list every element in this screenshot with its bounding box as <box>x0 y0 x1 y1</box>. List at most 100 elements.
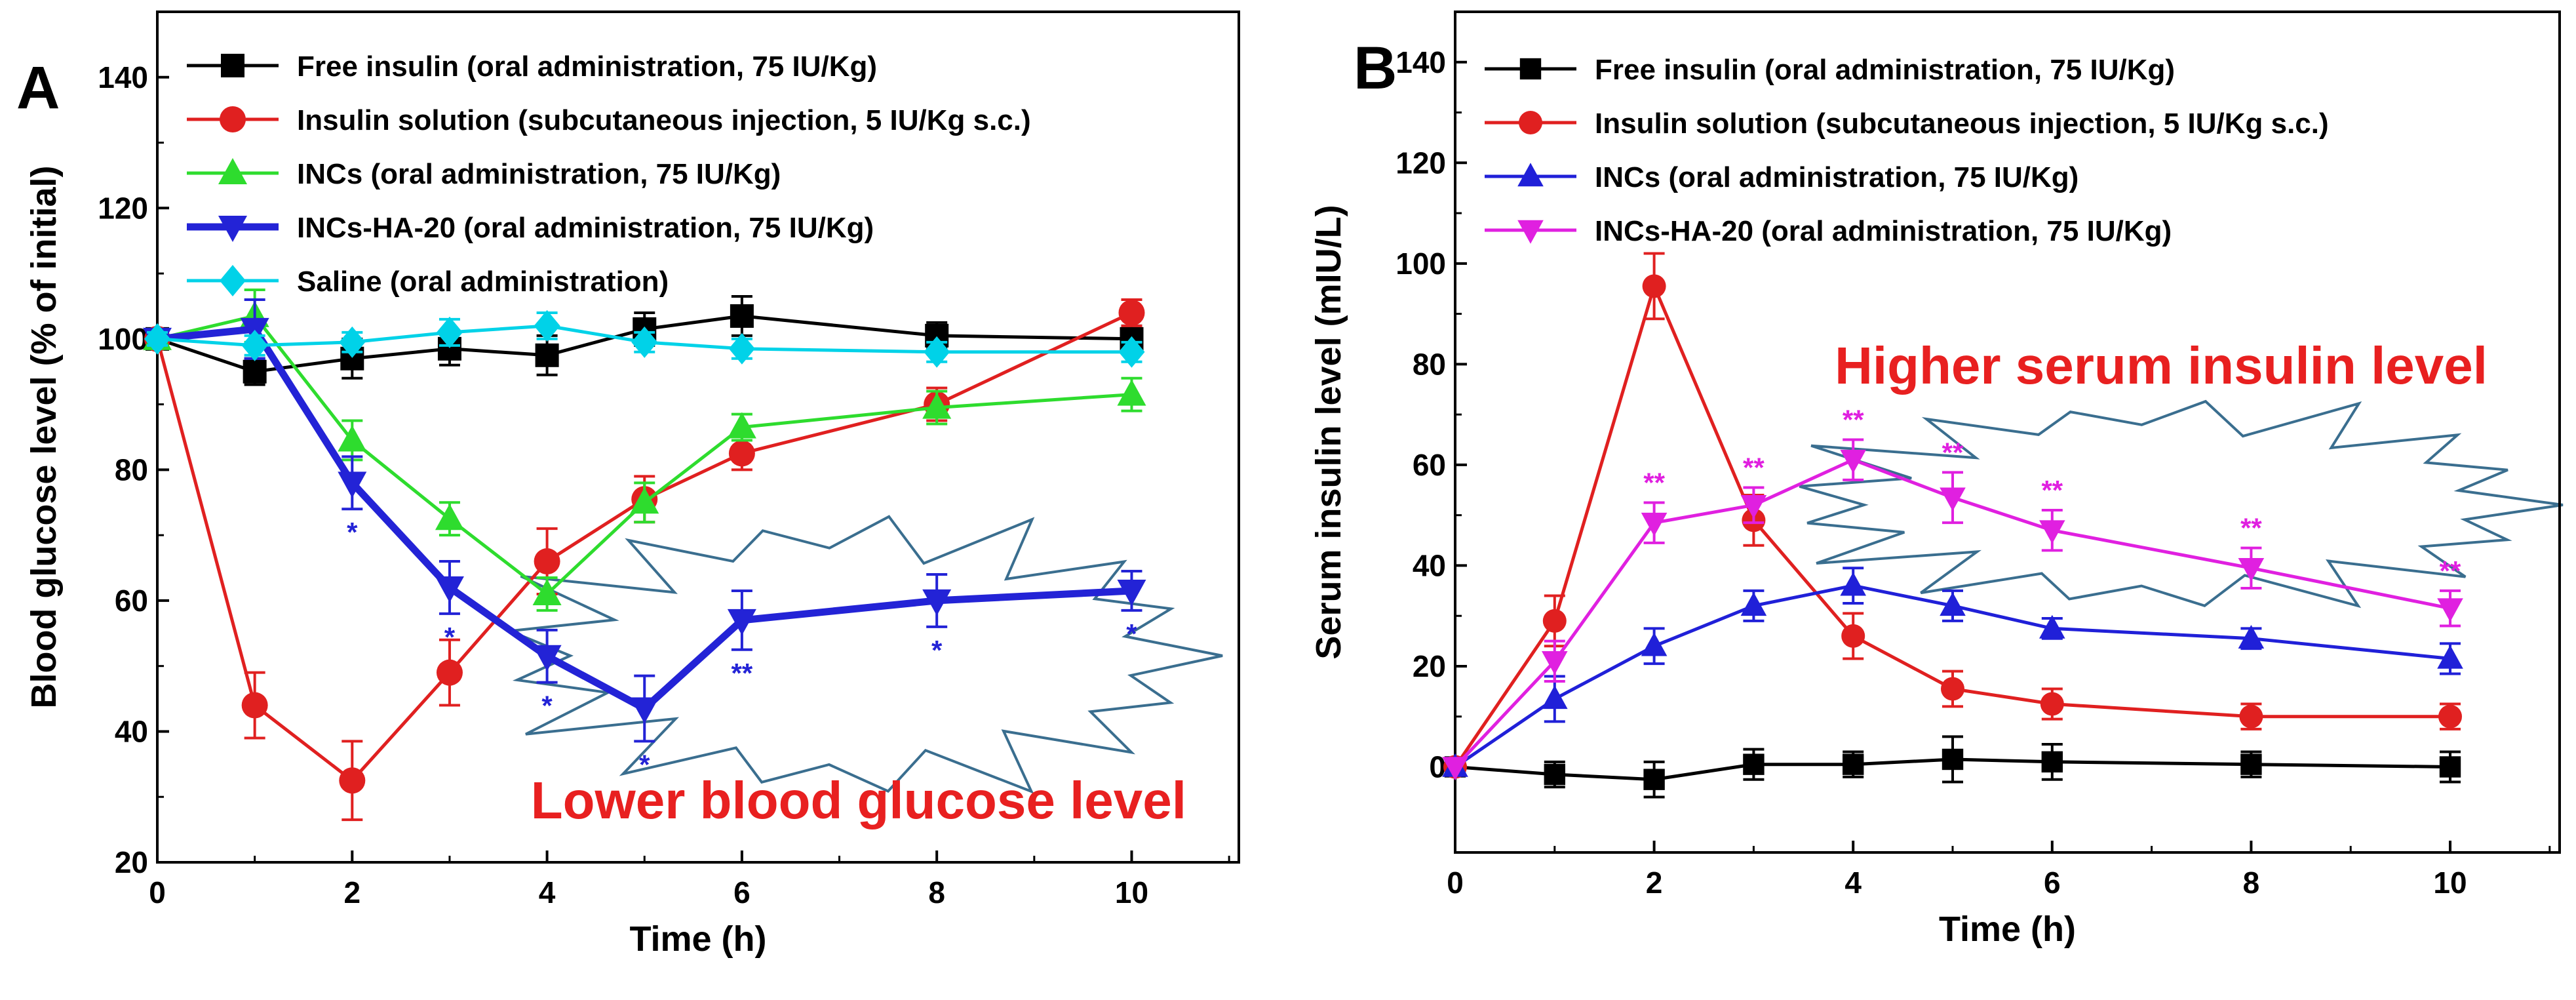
starburst-shape <box>509 515 1223 794</box>
y-tick-label: 0 <box>1429 750 1446 784</box>
data-point <box>534 548 560 575</box>
x-tick-label: 10 <box>1115 875 1148 910</box>
data-point <box>1641 512 1668 536</box>
significance-mark: ** <box>2041 475 2063 506</box>
data-point <box>1840 572 1867 596</box>
data-point <box>1542 685 1568 710</box>
series-2 <box>1443 252 2463 779</box>
legend-marker <box>221 54 244 77</box>
legend-entry: Saline (oral administration) <box>297 266 669 298</box>
x-tick-label: 8 <box>928 875 945 910</box>
y-tick-label: 60 <box>115 584 148 618</box>
data-point <box>241 329 268 361</box>
y-tick-label: 100 <box>1395 247 1446 281</box>
data-point <box>631 326 658 358</box>
significance-mark: ** <box>1942 437 1964 468</box>
x-tick-label: 10 <box>2433 866 2467 900</box>
data-point <box>435 576 464 603</box>
data-point <box>2041 751 2063 773</box>
panel-label: B <box>1354 35 1397 102</box>
legend-entry: INCs-HA-20 (oral administration, 75 IU/K… <box>1595 215 2172 247</box>
data-point <box>1740 592 1767 616</box>
data-point <box>1940 487 1966 511</box>
data-point <box>338 471 367 498</box>
x-tick-label: 0 <box>149 875 166 910</box>
data-point <box>339 767 366 794</box>
significance-mark: * <box>347 517 358 548</box>
data-point <box>728 440 755 467</box>
series-3 <box>1442 567 2463 777</box>
legend-marker <box>1517 220 1544 244</box>
y-tick-label: 60 <box>1413 448 1446 482</box>
y-tick-label: 80 <box>115 452 148 487</box>
starburst-shape <box>1799 399 2564 609</box>
legend-marker <box>1517 163 1544 187</box>
significance-mark: * <box>931 635 943 666</box>
data-point <box>1118 299 1145 326</box>
data-point <box>532 578 562 605</box>
data-point <box>338 425 367 452</box>
data-point <box>1643 769 1665 790</box>
x-tick-label: 8 <box>2243 866 2260 900</box>
y-axis-label: Serum insulin level (mIU/L) <box>1309 205 1348 659</box>
legend-entry: Insulin solution (subcutaneous injection… <box>1595 108 2329 140</box>
legend-marker <box>218 158 247 184</box>
data-point <box>1843 753 1864 775</box>
y-tick-label: 40 <box>1413 548 1446 582</box>
data-point <box>728 332 755 365</box>
data-point <box>1544 763 1566 786</box>
legend-entry: INCs (oral administration, 75 IU/Kg) <box>1595 161 2078 193</box>
data-point <box>1942 748 1964 770</box>
data-point <box>1118 336 1145 368</box>
legend-marker <box>218 216 247 242</box>
legend-entry: INCs (oral administration, 75 IU/Kg) <box>297 158 781 190</box>
data-point <box>241 692 268 719</box>
data-point <box>2437 645 2463 669</box>
data-point <box>2240 753 2262 775</box>
series-4: ******** <box>143 298 1146 780</box>
legend: Free insulin (oral administration, 75 IU… <box>1485 54 2329 247</box>
significance-mark: * <box>639 749 650 780</box>
x-axis-label: Time (h) <box>629 919 766 959</box>
x-tick-label: 6 <box>2044 866 2061 900</box>
legend-entry: Free insulin (oral administration, 75 IU… <box>1595 54 2175 86</box>
data-point <box>2439 756 2461 778</box>
y-tick-label: 100 <box>98 322 148 356</box>
data-point <box>730 304 754 328</box>
data-point <box>924 336 950 368</box>
legend-entry: Free insulin (oral administration, 75 IU… <box>297 50 877 83</box>
data-point <box>727 609 756 635</box>
data-point <box>630 697 659 724</box>
legend: Free insulin (oral administration, 75 IU… <box>187 50 1031 298</box>
data-point <box>535 343 559 367</box>
legend-entry: INCs-HA-20 (oral administration, 75 IU/K… <box>297 212 874 244</box>
significance-mark: * <box>541 690 553 721</box>
y-tick-label: 140 <box>1395 45 1446 79</box>
y-tick-label: 140 <box>98 60 148 94</box>
data-point <box>339 326 366 358</box>
data-point <box>1740 495 1767 519</box>
y-tick-label: 20 <box>1413 649 1446 683</box>
series-5 <box>144 310 1145 368</box>
data-point <box>2039 614 2065 639</box>
significance-mark: ** <box>1843 405 1864 435</box>
data-point <box>144 323 170 355</box>
data-point <box>1542 609 1567 633</box>
x-tick-label: 4 <box>1844 866 1862 900</box>
y-tick-label: 40 <box>115 714 148 748</box>
data-point <box>922 589 952 616</box>
legend-marker <box>1519 111 1542 134</box>
data-point <box>1442 757 1468 781</box>
data-point <box>436 316 463 348</box>
x-tick-label: 2 <box>344 875 361 910</box>
legend-marker <box>220 265 246 296</box>
y-tick-label: 120 <box>98 191 148 225</box>
data-point <box>243 359 267 384</box>
y-tick-label: 120 <box>1395 146 1446 180</box>
data-point <box>1841 624 1865 648</box>
series-1 <box>1444 735 2461 799</box>
legend-marker <box>220 106 246 132</box>
data-point <box>630 487 659 514</box>
y-axis-label: Blood glucose level (% of initial) <box>24 165 64 708</box>
